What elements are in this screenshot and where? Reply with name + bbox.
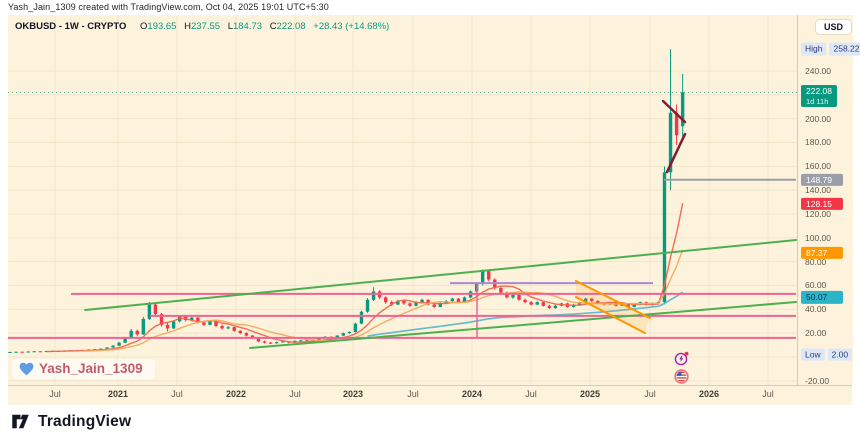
symbol-title[interactable]: OKBUSD - 1W - CRYPTO xyxy=(15,21,127,32)
change-value: +28.43 (+14.68%) xyxy=(313,21,390,32)
price-level-badge: 128.15 xyxy=(801,198,843,211)
ath-value: 258.22 xyxy=(829,42,860,56)
streak-event-icon[interactable] xyxy=(674,351,689,366)
low-value: 184.73 xyxy=(232,21,263,32)
price-tick-label: 200.00 xyxy=(805,113,831,124)
drawings-layer xyxy=(8,91,797,349)
currency-button[interactable]: USD xyxy=(815,20,851,34)
flag-upper-line xyxy=(575,279,651,320)
price-tick-label: 180.00 xyxy=(805,137,831,148)
ma-7-line xyxy=(46,203,684,353)
time-tick-year: 2025 xyxy=(579,389,601,399)
price-level-badge: 148.79 xyxy=(801,173,843,186)
price-axis[interactable]: USD High 258.22 Low 2.00 222.08 1d 11h 2… xyxy=(797,15,860,386)
price-level-badge: 87.37 xyxy=(801,246,843,259)
atl-label: Low xyxy=(801,348,825,361)
time-tick-year: 2026 xyxy=(698,389,720,399)
time-tick-month: Jul xyxy=(407,389,419,399)
tradingview-logo-icon xyxy=(12,414,29,429)
close-value: 222.08 xyxy=(276,21,306,32)
price-tick-label: 160.00 xyxy=(805,161,831,172)
economic-event-flag-icon[interactable] xyxy=(674,369,689,384)
watermark-username: Yash_Jain_1309 xyxy=(39,361,143,376)
time-tick-month: Jul xyxy=(525,389,537,399)
tradingview-brand-text: TradingView xyxy=(38,412,132,430)
time-axis[interactable]: Jul 2021 Jul 2022 Jul 2023 Jul 2024 Jul 2025 Jul 20… xyxy=(8,385,852,405)
ma-13-line xyxy=(82,249,684,352)
time-tick-year: 2022 xyxy=(225,389,247,399)
low-label: L xyxy=(227,21,233,32)
open-label: O xyxy=(140,21,148,32)
last-price-badge: 222.08 1d 11h xyxy=(801,85,837,108)
symbol-legend: OKBUSD - 1W - CRYPTO O193.65 H237.55 L18… xyxy=(15,21,389,32)
atl-value: 2.00 xyxy=(827,348,853,361)
channel-lower-line xyxy=(249,300,797,349)
time-tick-month: Jul xyxy=(49,389,61,399)
price-tick-label: 240.00 xyxy=(805,65,831,76)
ath-label-row: High 258.22 xyxy=(801,42,860,56)
time-tick-year: 2021 xyxy=(107,389,129,399)
time-tick-month: Jul xyxy=(644,389,656,399)
price-tick-label: 100.00 xyxy=(805,232,831,243)
atl-label-row: Low 2.00 xyxy=(801,348,853,361)
time-tick-year: 2024 xyxy=(461,389,483,399)
open-value: 193.65 xyxy=(147,21,177,32)
grid-layer xyxy=(8,15,797,385)
user-watermark: Yash_Jain_1309 xyxy=(12,359,155,379)
time-tick-month: Jul xyxy=(171,389,183,399)
wedge-lower-line xyxy=(665,132,687,174)
close-label: C xyxy=(269,21,277,32)
price-tick-label: -20.00 xyxy=(805,375,830,386)
price-tick-label: 60.00 xyxy=(805,280,827,291)
chart-area: OKBUSD - 1W - CRYPTO O193.65 H237.55 L18… xyxy=(8,15,860,405)
price-level-badge: 50.07 xyxy=(801,291,843,304)
price-tick-label: 140.00 xyxy=(805,185,831,196)
channel-upper-line xyxy=(84,238,797,312)
high-value: 237.55 xyxy=(190,21,221,32)
price-tick-label: 80.00 xyxy=(805,256,827,267)
time-tick-month: Jul xyxy=(289,389,301,399)
ath-label: High xyxy=(801,42,827,56)
heart-icon xyxy=(19,362,34,375)
plot-area[interactable] xyxy=(8,15,797,385)
bar-countdown: 1d 11h xyxy=(806,96,829,106)
time-tick-year: 2023 xyxy=(342,389,364,399)
flag-fill xyxy=(576,280,650,334)
flag-lower-line xyxy=(575,296,646,335)
credit-line: Yash_Jain_1309 created with TradingView.… xyxy=(8,2,329,12)
plot-svg[interactable] xyxy=(8,15,797,385)
tradingview-branding[interactable]: TradingView xyxy=(10,411,131,432)
high-label: H xyxy=(184,21,191,32)
price-tick-label: 120.00 xyxy=(805,208,831,219)
time-tick-month: Jul xyxy=(762,389,774,399)
price-tick-label: 40.00 xyxy=(805,304,827,315)
last-price-value: 222.08 xyxy=(806,86,832,97)
price-tick-label: 20.00 xyxy=(805,328,827,339)
wedge-upper-line xyxy=(661,99,687,124)
